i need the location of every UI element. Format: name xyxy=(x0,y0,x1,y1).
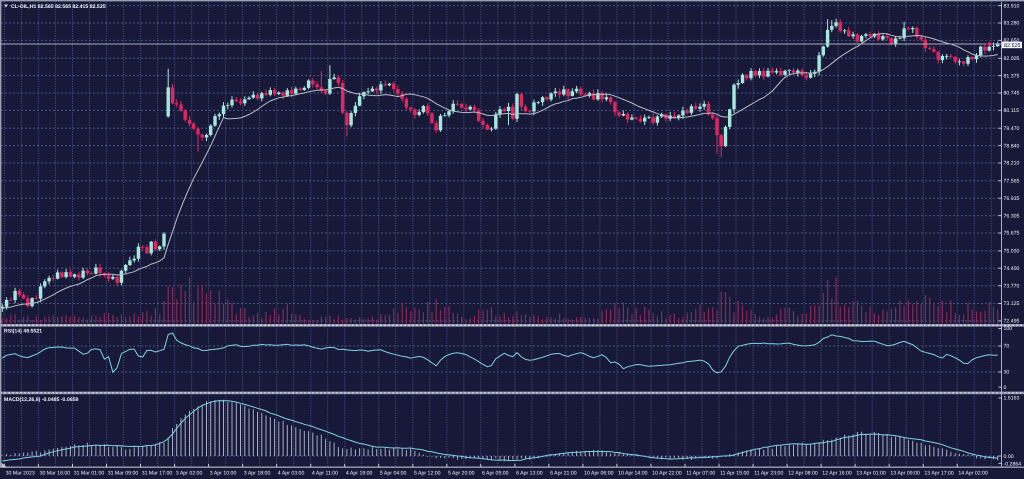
svg-text:75.675: 75.675 xyxy=(1004,231,1020,237)
svg-text:10 Apr 22:00: 10 Apr 22:00 xyxy=(652,471,682,477)
svg-text:3 Apr 10:00: 3 Apr 10:00 xyxy=(210,471,237,477)
svg-text:76.305: 76.305 xyxy=(1004,213,1020,219)
svg-text:-0.2864: -0.2864 xyxy=(1004,461,1022,467)
svg-text:5 Apr 04:00: 5 Apr 04:00 xyxy=(380,471,407,477)
svg-text:MACD(12,26,9) -0.0485 -0.0659: MACD(12,26,9) -0.0485 -0.0659 xyxy=(4,397,79,403)
svg-text:31 Mar 09:00: 31 Mar 09:00 xyxy=(108,471,139,477)
svg-text:10 Apr 14:00: 10 Apr 14:00 xyxy=(618,471,648,477)
svg-text:6 Apr 21:00: 6 Apr 21:00 xyxy=(550,471,577,477)
svg-text:30 Mar 16:00: 30 Mar 16:00 xyxy=(40,471,71,477)
svg-text:5 Apr 12:00: 5 Apr 12:00 xyxy=(414,471,441,477)
svg-text:13 Apr 17:00: 13 Apr 17:00 xyxy=(924,471,954,477)
svg-text:11 Apr 15:00: 11 Apr 15:00 xyxy=(720,471,749,477)
svg-text:70: 70 xyxy=(1004,344,1010,350)
svg-text:1.6163: 1.6163 xyxy=(1004,396,1020,402)
svg-text:12 Apr 16:00: 12 Apr 16:00 xyxy=(822,471,852,477)
svg-text:6 Apr 05:00: 6 Apr 05:00 xyxy=(482,471,509,477)
svg-text:11 Apr 23:00: 11 Apr 23:00 xyxy=(754,471,783,477)
svg-text:100: 100 xyxy=(1004,326,1013,332)
svg-text:10 Apr 06:00: 10 Apr 06:00 xyxy=(584,471,614,477)
svg-text:0: 0 xyxy=(1004,385,1007,391)
svg-text:11 Apr 07:00: 11 Apr 07:00 xyxy=(686,471,715,477)
svg-text:82.005: 82.005 xyxy=(1004,56,1020,62)
svg-text:78.210: 78.210 xyxy=(1004,161,1020,167)
svg-text:74.400: 74.400 xyxy=(1004,266,1020,272)
svg-text:73.125: 73.125 xyxy=(1004,301,1020,307)
svg-text:72.495: 72.495 xyxy=(1004,319,1020,325)
svg-text:30 Mar 2023: 30 Mar 2023 xyxy=(6,471,35,477)
svg-text:80.745: 80.745 xyxy=(1004,91,1020,97)
svg-text:12 Apr 08:00: 12 Apr 08:00 xyxy=(788,471,818,477)
svg-text:13 Apr 01:00: 13 Apr 01:00 xyxy=(856,471,886,477)
svg-text:6 Apr 13:00: 6 Apr 13:00 xyxy=(516,471,543,477)
svg-text:81.375: 81.375 xyxy=(1004,73,1020,79)
svg-text:78.840: 78.840 xyxy=(1004,143,1020,149)
svg-text:30: 30 xyxy=(1004,370,1010,376)
svg-text:4 Apr 19:00: 4 Apr 19:00 xyxy=(346,471,373,477)
svg-text:83.280: 83.280 xyxy=(1004,21,1020,27)
svg-text:3 Apr 18:00: 3 Apr 18:00 xyxy=(244,471,271,477)
svg-text:RSI(14) 49.5521: RSI(14) 49.5521 xyxy=(4,329,42,335)
svg-text:14 Apr 02:00: 14 Apr 02:00 xyxy=(958,471,988,477)
svg-text:13 Apr 09:00: 13 Apr 09:00 xyxy=(890,471,920,477)
svg-text:77.565: 77.565 xyxy=(1004,179,1020,185)
svg-text:79.470: 79.470 xyxy=(1004,126,1020,132)
svg-text:5 Apr 20:00: 5 Apr 20:00 xyxy=(448,471,475,477)
svg-text:75.030: 75.030 xyxy=(1004,249,1020,255)
svg-text:73.770: 73.770 xyxy=(1004,283,1020,289)
svg-text:31 Mar 01:00: 31 Mar 01:00 xyxy=(74,471,105,477)
svg-text:0.00: 0.00 xyxy=(1004,454,1014,460)
svg-text:82.650: 82.650 xyxy=(1004,38,1020,44)
svg-text:4 Apr 03:00: 4 Apr 03:00 xyxy=(278,471,305,477)
svg-text:31 Mar 17:00: 31 Mar 17:00 xyxy=(142,471,173,477)
svg-text:3 Apr 02:00: 3 Apr 02:00 xyxy=(176,471,203,477)
svg-text:4 Apr 11:00: 4 Apr 11:00 xyxy=(312,471,338,477)
svg-text:80.115: 80.115 xyxy=(1004,108,1020,114)
svg-text:83.910: 83.910 xyxy=(1004,3,1020,9)
svg-text:CL-OIL,H1 82.565 82.565 82.41: CL-OIL,H1 82.565 82.565 82.415 82.525 xyxy=(11,4,106,10)
svg-text:76.935: 76.935 xyxy=(1004,196,1020,202)
svg-text:82.525: 82.525 xyxy=(1004,43,1021,49)
